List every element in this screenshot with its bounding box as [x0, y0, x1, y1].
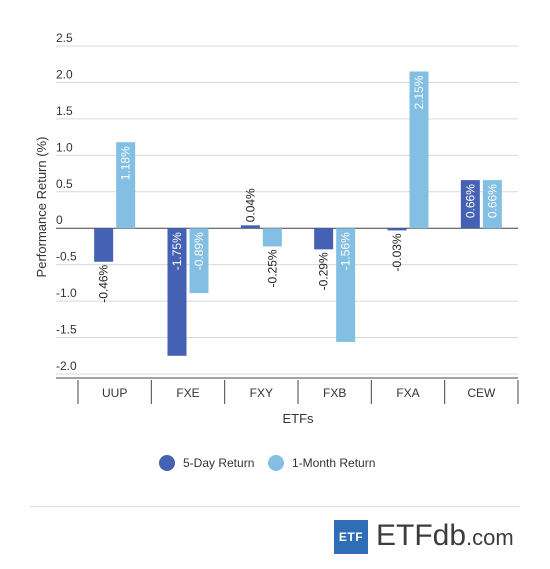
x-tick-label: FXA — [396, 386, 419, 400]
legend-swatch — [159, 455, 175, 471]
data-label: -0.25% — [265, 249, 279, 287]
data-label: 0.04% — [243, 188, 257, 222]
y-tick-label: -1.5 — [56, 323, 77, 337]
data-label: 0.66% — [485, 184, 499, 218]
bar — [387, 228, 407, 231]
bar — [189, 228, 209, 294]
x-tick-label: FXE — [176, 386, 199, 400]
y-tick-label: 2.0 — [56, 67, 73, 81]
x-tick-label: CEW — [467, 386, 496, 400]
logo-wordmark: ETFdb.com — [376, 519, 514, 555]
y-tick-label: -1.0 — [56, 286, 77, 300]
logo-wordmark-suffix: .com — [466, 525, 514, 550]
data-label: -0.89% — [192, 232, 206, 270]
x-axis-label: ETFs — [282, 411, 314, 426]
data-labels: -0.46% 1.18% -1.75% -0.89% 0.04% -0.25% -0.29%… — [97, 75, 500, 303]
y-tick-label: 2.5 — [56, 31, 73, 45]
bar — [460, 180, 480, 229]
data-label: -1.75% — [170, 232, 184, 270]
data-label: -0.29% — [317, 252, 331, 290]
data-label: 2.15% — [412, 75, 426, 109]
bar — [116, 142, 136, 229]
bars — [94, 71, 502, 356]
y-tick-label: -0.5 — [56, 250, 77, 264]
y-tick-label: 1.5 — [56, 104, 73, 118]
data-label: -0.46% — [97, 264, 111, 302]
x-axis: UUP FXE FXY FXB FXA CEW — [56, 377, 519, 404]
bar — [482, 180, 502, 229]
bar — [314, 228, 334, 250]
legend-swatch — [268, 455, 284, 471]
logo-wordmark-db: db — [432, 519, 467, 552]
bar — [240, 225, 260, 229]
y-tick-labels: 2.5 2.0 1.5 1.0 0.5 0 -0.5 -1.0 -1.5 -2.0 — [56, 31, 77, 373]
y-tick-label: 0.5 — [56, 177, 73, 191]
legend-label: 1-Month Return — [292, 456, 375, 470]
y-tick-label: -2.0 — [56, 359, 77, 373]
x-tick-label: FXY — [250, 386, 273, 400]
y-axis-label: Performance Return (%) — [34, 137, 49, 278]
bar — [262, 228, 282, 247]
logo-badge: ETF — [334, 520, 368, 554]
data-label: -0.03% — [390, 233, 404, 271]
footer-divider — [30, 506, 520, 507]
y-tick-label: 0 — [56, 213, 63, 227]
data-label: 1.18% — [119, 146, 133, 180]
legend: 5-Day Return 1-Month Return — [159, 455, 375, 471]
y-tick-label: 1.0 — [56, 140, 73, 154]
chart-canvas: 2.5 2.0 1.5 1.0 0.5 0 -0.5 -1.0 -1.5 -2.0 -0.46% 1… — [34, 31, 519, 471]
bar — [336, 228, 356, 342]
data-label: -1.56% — [339, 232, 353, 270]
logo-wordmark-main: ETF — [376, 519, 433, 552]
bar — [94, 228, 114, 262]
bar — [409, 71, 429, 229]
bar — [167, 228, 187, 356]
x-tick-label: UUP — [102, 386, 127, 400]
x-tick-label: FXB — [323, 386, 346, 400]
legend-label: 5-Day Return — [183, 456, 254, 470]
data-label: 0.66% — [463, 184, 477, 218]
etfdb-logo: ETF ETFdb.com — [334, 519, 514, 555]
